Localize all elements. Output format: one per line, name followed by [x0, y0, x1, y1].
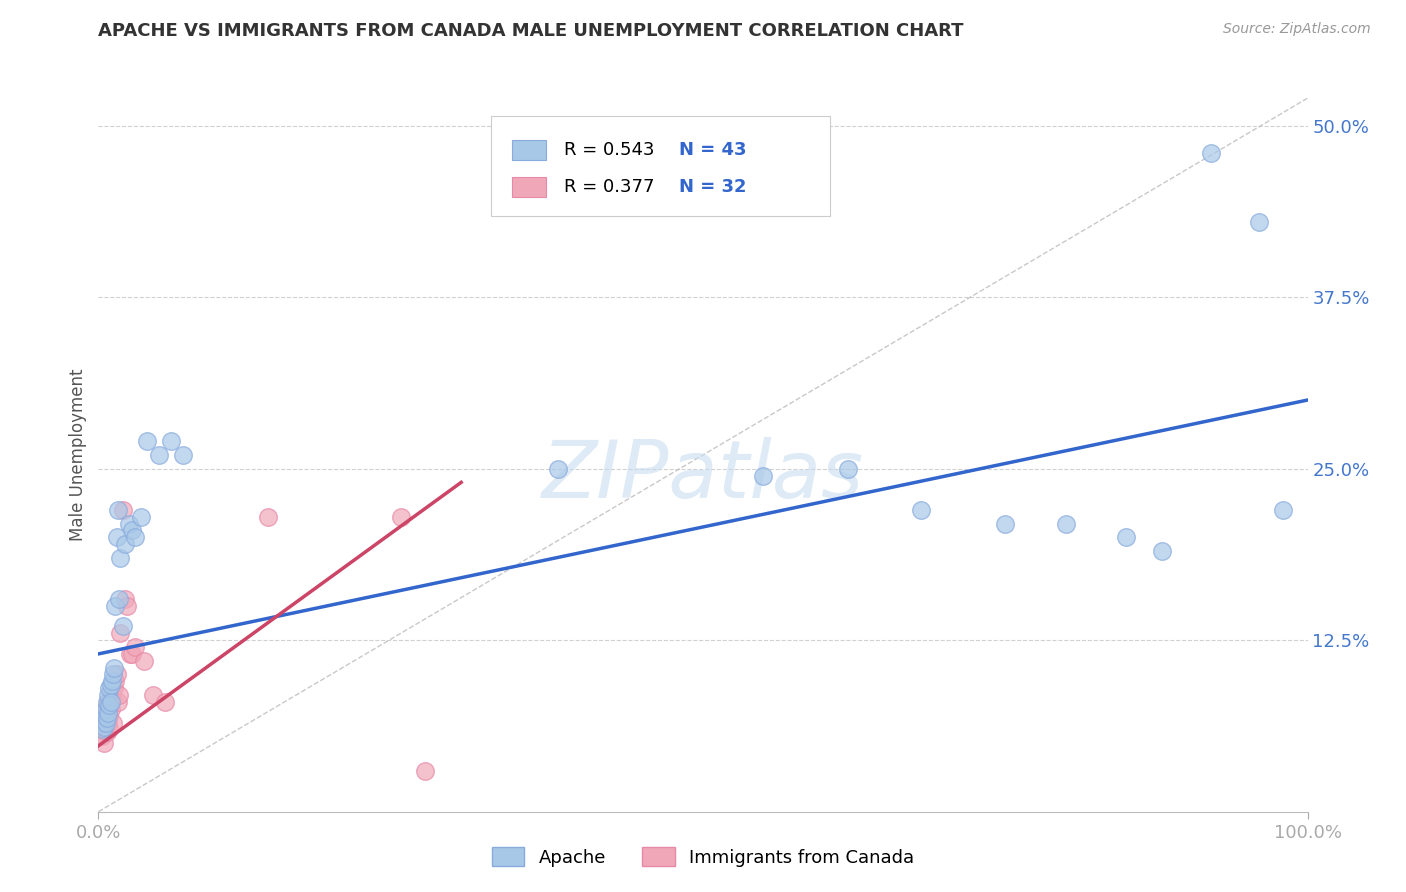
Point [103, 681, 125, 696]
Point [142, 688, 165, 702]
Text: N = 32: N = 32 [679, 178, 747, 195]
Text: ZIPatlas: ZIPatlas [541, 437, 865, 516]
Point [101, 667, 124, 681]
Point [752, 468, 775, 483]
Point [96, 695, 118, 709]
Text: R = 0.543: R = 0.543 [564, 141, 654, 159]
Point [1272, 503, 1295, 517]
Point [547, 461, 569, 475]
Point [413, 764, 436, 778]
Point [98, 698, 121, 712]
Y-axis label: Male Unemployment: Male Unemployment [69, 368, 87, 541]
Point [100, 695, 122, 709]
Point [389, 509, 412, 524]
Point [108, 550, 131, 565]
Bar [512, 177, 546, 197]
Point [1199, 146, 1222, 161]
Point [124, 530, 146, 544]
Point [96, 725, 118, 739]
Point [1152, 544, 1174, 558]
Bar [512, 140, 546, 160]
Point [111, 619, 134, 633]
Point [91, 715, 114, 730]
Point [103, 660, 125, 674]
Point [97, 688, 120, 702]
Point [114, 537, 136, 551]
Point [94, 702, 117, 716]
Legend: Apache, Immigrants from Canada: Apache, Immigrants from Canada [485, 840, 921, 874]
Point [97, 706, 120, 720]
Text: Source: ZipAtlas.com: Source: ZipAtlas.com [1223, 22, 1371, 37]
Point [118, 647, 141, 661]
Point [105, 667, 128, 681]
Point [100, 684, 122, 698]
Point [108, 592, 131, 607]
Point [105, 530, 128, 544]
FancyBboxPatch shape [492, 116, 830, 216]
Point [98, 681, 121, 696]
Point [98, 708, 121, 723]
Point [94, 723, 117, 737]
Point [994, 516, 1017, 531]
Point [93, 708, 115, 723]
Point [97, 695, 120, 709]
Point [124, 640, 146, 654]
Point [100, 702, 122, 716]
Point [910, 503, 932, 517]
Point [837, 461, 859, 475]
Point [148, 448, 170, 462]
Point [135, 434, 157, 449]
Point [101, 715, 124, 730]
Point [100, 674, 122, 689]
Point [91, 729, 114, 743]
Point [129, 509, 152, 524]
Point [121, 524, 143, 538]
Point [108, 626, 131, 640]
Point [121, 647, 143, 661]
Point [118, 516, 141, 531]
Point [100, 692, 122, 706]
Point [96, 711, 118, 725]
Point [93, 736, 115, 750]
Point [104, 674, 127, 689]
Point [93, 720, 115, 734]
Text: N = 43: N = 43 [679, 141, 747, 159]
Point [1054, 516, 1077, 531]
Point [111, 503, 134, 517]
Point [134, 654, 156, 668]
Point [97, 715, 120, 730]
Point [107, 695, 129, 709]
Point [100, 678, 122, 692]
Point [94, 702, 117, 716]
Point [104, 599, 127, 613]
Point [256, 509, 278, 524]
Point [117, 599, 139, 613]
Point [1115, 530, 1137, 544]
Point [114, 592, 136, 607]
Point [94, 715, 117, 730]
Text: R = 0.377: R = 0.377 [564, 178, 654, 195]
Point [160, 434, 183, 449]
Point [107, 503, 129, 517]
Point [91, 723, 114, 737]
Point [1249, 214, 1271, 228]
Text: APACHE VS IMMIGRANTS FROM CANADA MALE UNEMPLOYMENT CORRELATION CHART: APACHE VS IMMIGRANTS FROM CANADA MALE UN… [98, 22, 965, 40]
Point [91, 720, 114, 734]
Point [153, 695, 176, 709]
Point [98, 723, 121, 737]
Point [108, 688, 131, 702]
Point [172, 448, 194, 462]
